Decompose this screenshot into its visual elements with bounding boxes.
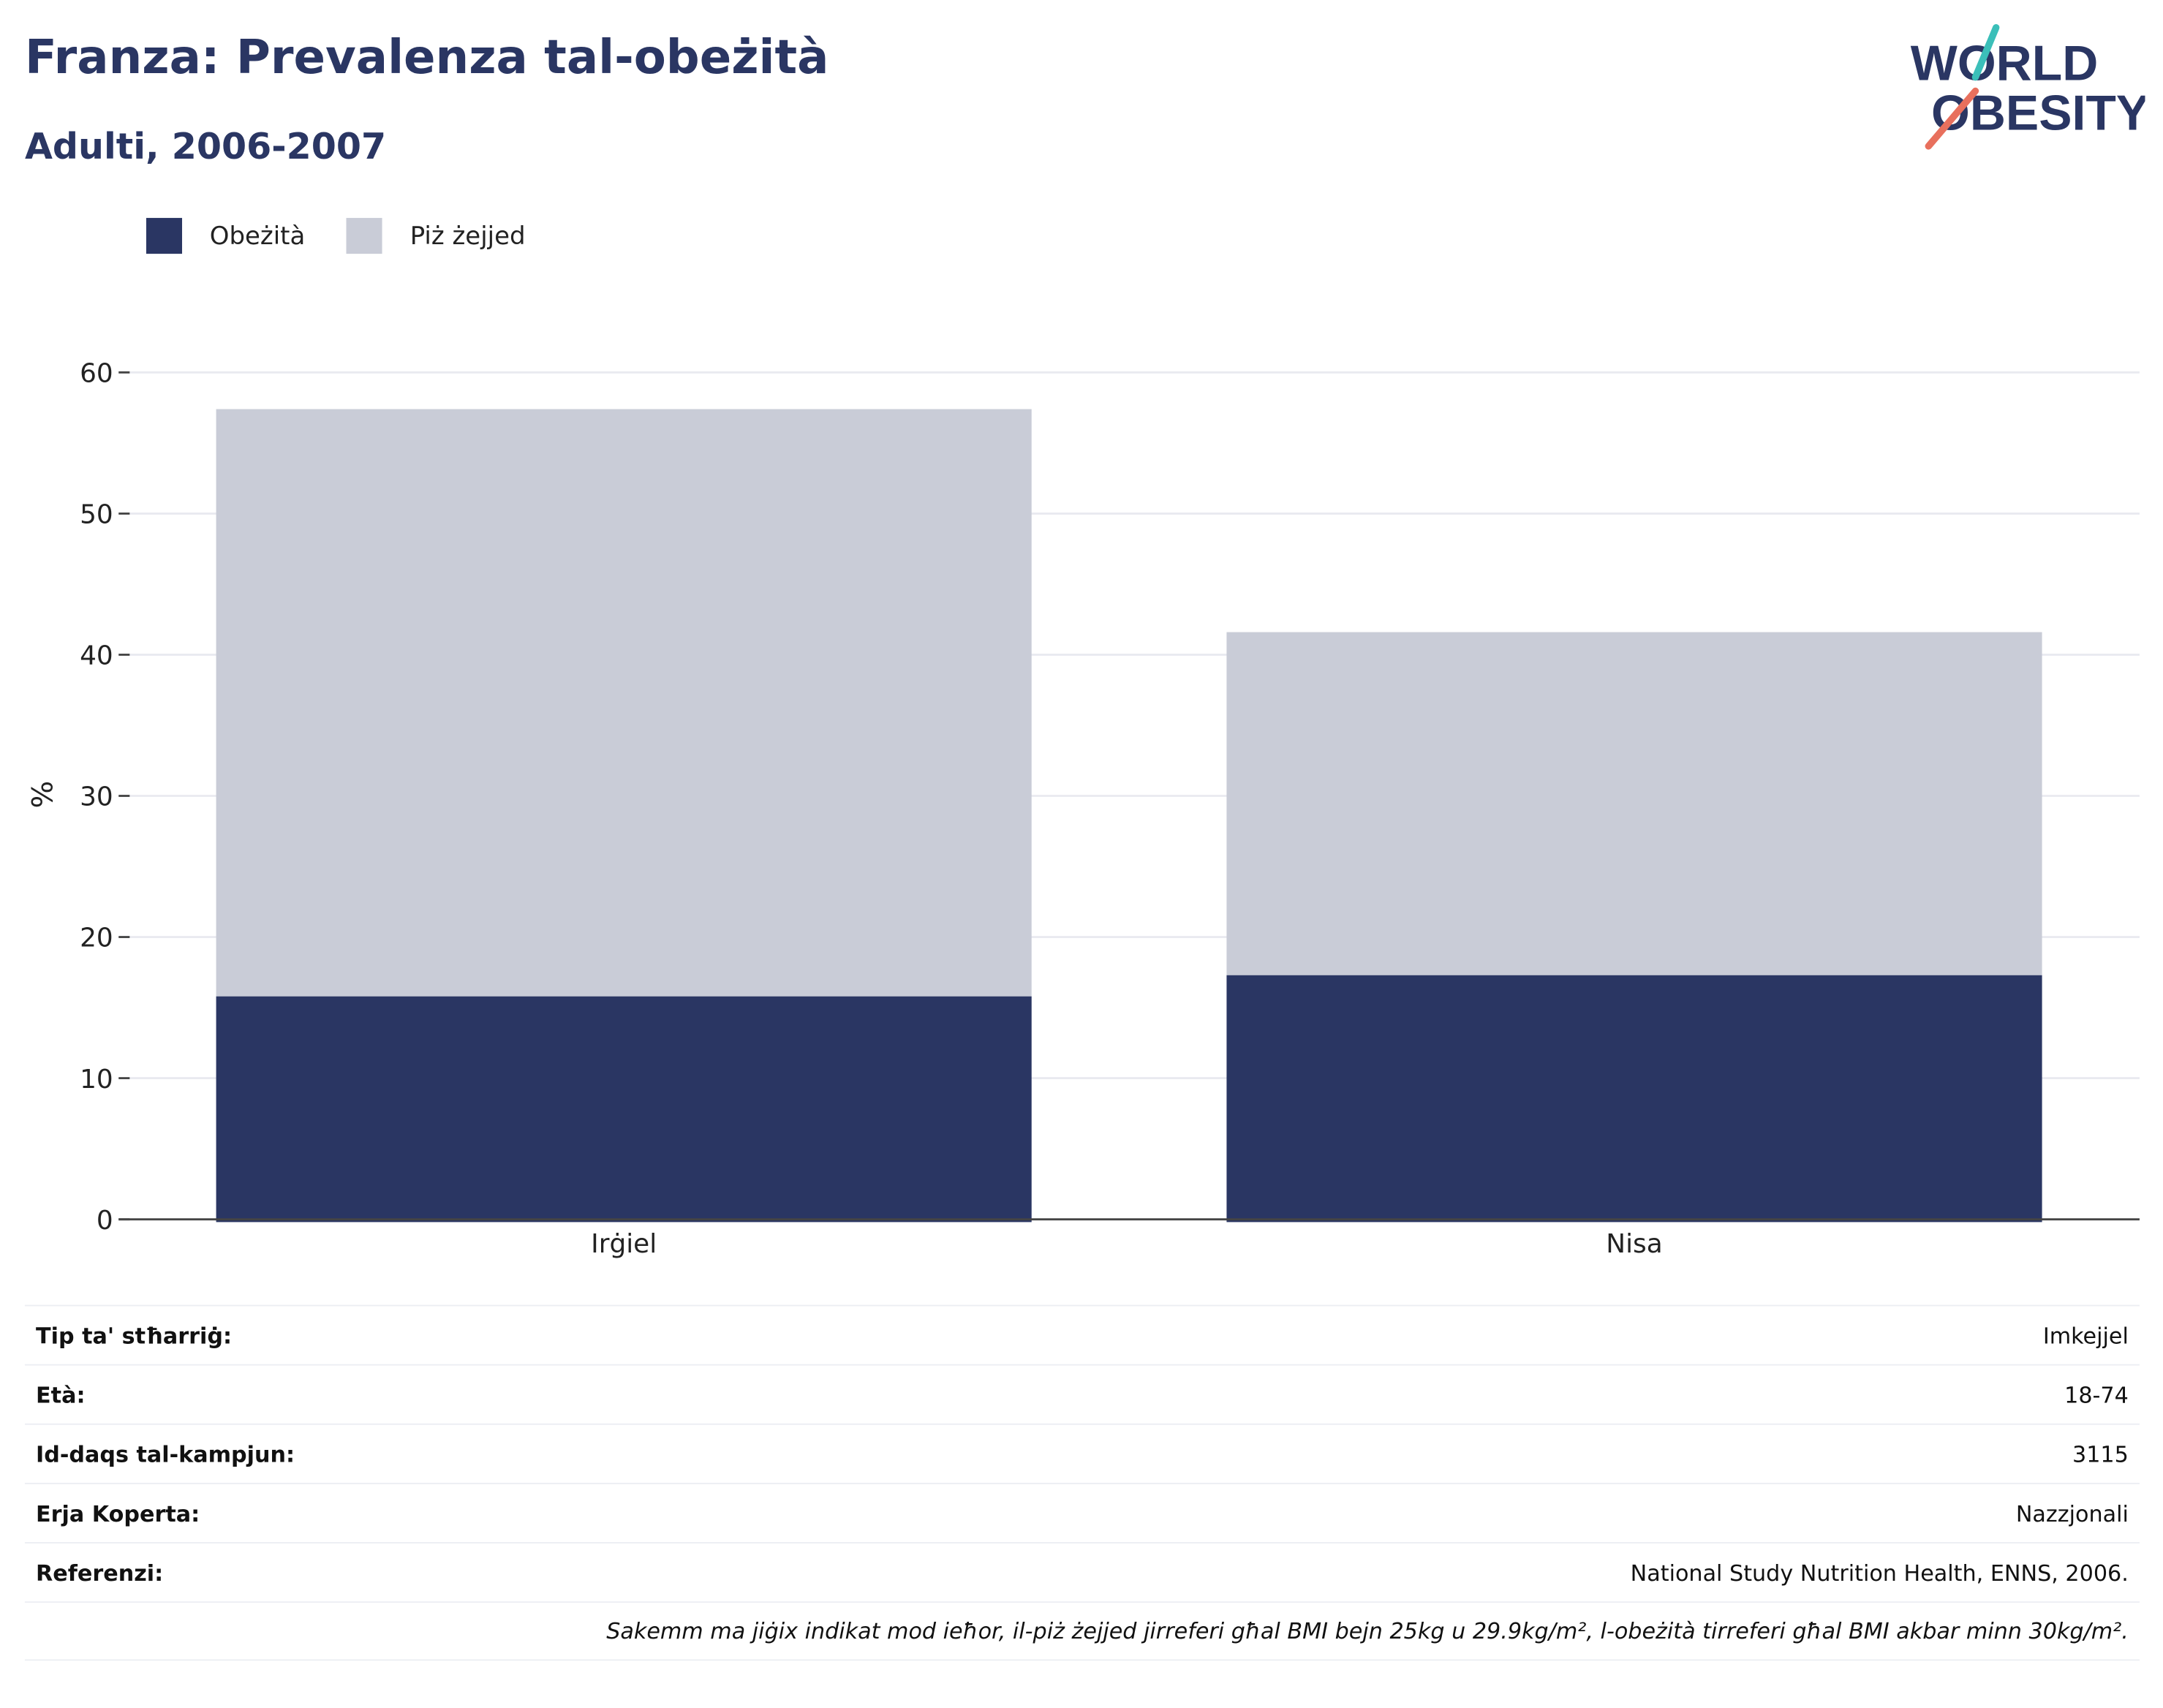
y-tick-label: 40 — [80, 641, 113, 671]
y-tick-label: 10 — [80, 1065, 113, 1095]
info-row-area-covered: Erja Koperta: Nazzjonali — [24, 1482, 2140, 1542]
info-row-references: Referenzi: National Study Nutrition Heal… — [24, 1542, 2140, 1601]
logo-line-2: OBESITY — [1931, 86, 2145, 140]
legend-swatch-overweight — [346, 218, 382, 254]
legend-swatch-obesity — [146, 218, 183, 254]
x-tick-label: Irġiel — [591, 1229, 657, 1259]
world-obesity-logo: WORLD OBESITY — [1911, 24, 2145, 150]
bars — [216, 409, 2042, 1223]
y-tick-label: 0 — [97, 1206, 113, 1236]
y-tick-label: 60 — [80, 359, 113, 389]
info-row-age: Età: 18-74 — [24, 1364, 2140, 1424]
legend-label-obesity: Obeżità — [209, 221, 306, 251]
bar-obesity-0[interactable] — [216, 996, 1032, 1223]
info-table: Tip ta' stħarriġ: Imkejjel Età: 18-74 Id… — [24, 1304, 2140, 1661]
info-label: Erja Koperta: — [36, 1500, 200, 1527]
info-label: Id-daqs tal-kampjun: — [36, 1440, 295, 1467]
footnote: Sakemm ma jiġix indikat mod ieħor, il-pi… — [24, 1601, 2140, 1661]
legend-item-obesity[interactable]: Obeżità — [146, 218, 305, 254]
info-row-sample-size: Id-daqs tal-kampjun: 3115 — [24, 1423, 2140, 1483]
y-axis-label: % — [26, 781, 60, 809]
info-row-survey-type: Tip ta' stħarriġ: Imkejjel — [24, 1304, 2140, 1364]
legend-label-overweight: Piż żejjed — [409, 221, 526, 251]
logo-line-1: WORLD — [1911, 36, 2098, 91]
stacked-bar-chart: 0 10 20 30 40 50 60 Irġiel Nisa % — [26, 359, 2140, 1259]
x-axis-ticks: Irġiel Nisa — [591, 1229, 1663, 1259]
footnote-text: Sakemm ma jiġix indikat mod ieħor, il-pi… — [606, 1617, 2129, 1644]
info-label: Tip ta' stħarriġ: — [36, 1322, 233, 1349]
info-value: National Study Nutrition Health, ENNS, 2… — [1630, 1559, 2129, 1586]
info-label: Referenzi: — [36, 1559, 164, 1586]
chart-legend: Obeżità Piż żejjed — [146, 218, 567, 254]
info-value: 18-74 — [2064, 1381, 2129, 1408]
info-label: Età: — [36, 1381, 86, 1408]
page-subtitle: Adulti, 2006-2007 — [24, 126, 387, 169]
y-tick-label: 50 — [80, 500, 113, 530]
legend-item-overweight[interactable]: Piż żejjed — [346, 218, 526, 254]
bar-obesity-1[interactable] — [1226, 975, 2042, 1223]
y-axis-ticks: 0 10 20 30 40 50 60 — [80, 359, 130, 1236]
y-tick-label: 20 — [80, 923, 113, 953]
x-tick-label: Nisa — [1606, 1229, 1662, 1259]
bar-overweight-1[interactable] — [1226, 632, 2042, 975]
info-value: 3115 — [2072, 1440, 2129, 1467]
bar-overweight-0[interactable] — [216, 409, 1032, 997]
y-tick-label: 30 — [80, 782, 113, 812]
info-value: Nazzjonali — [2015, 1500, 2129, 1527]
info-value: Imkejjel — [2042, 1322, 2129, 1349]
page-title: Franza: Prevalenza tal-obeżità — [24, 30, 829, 86]
